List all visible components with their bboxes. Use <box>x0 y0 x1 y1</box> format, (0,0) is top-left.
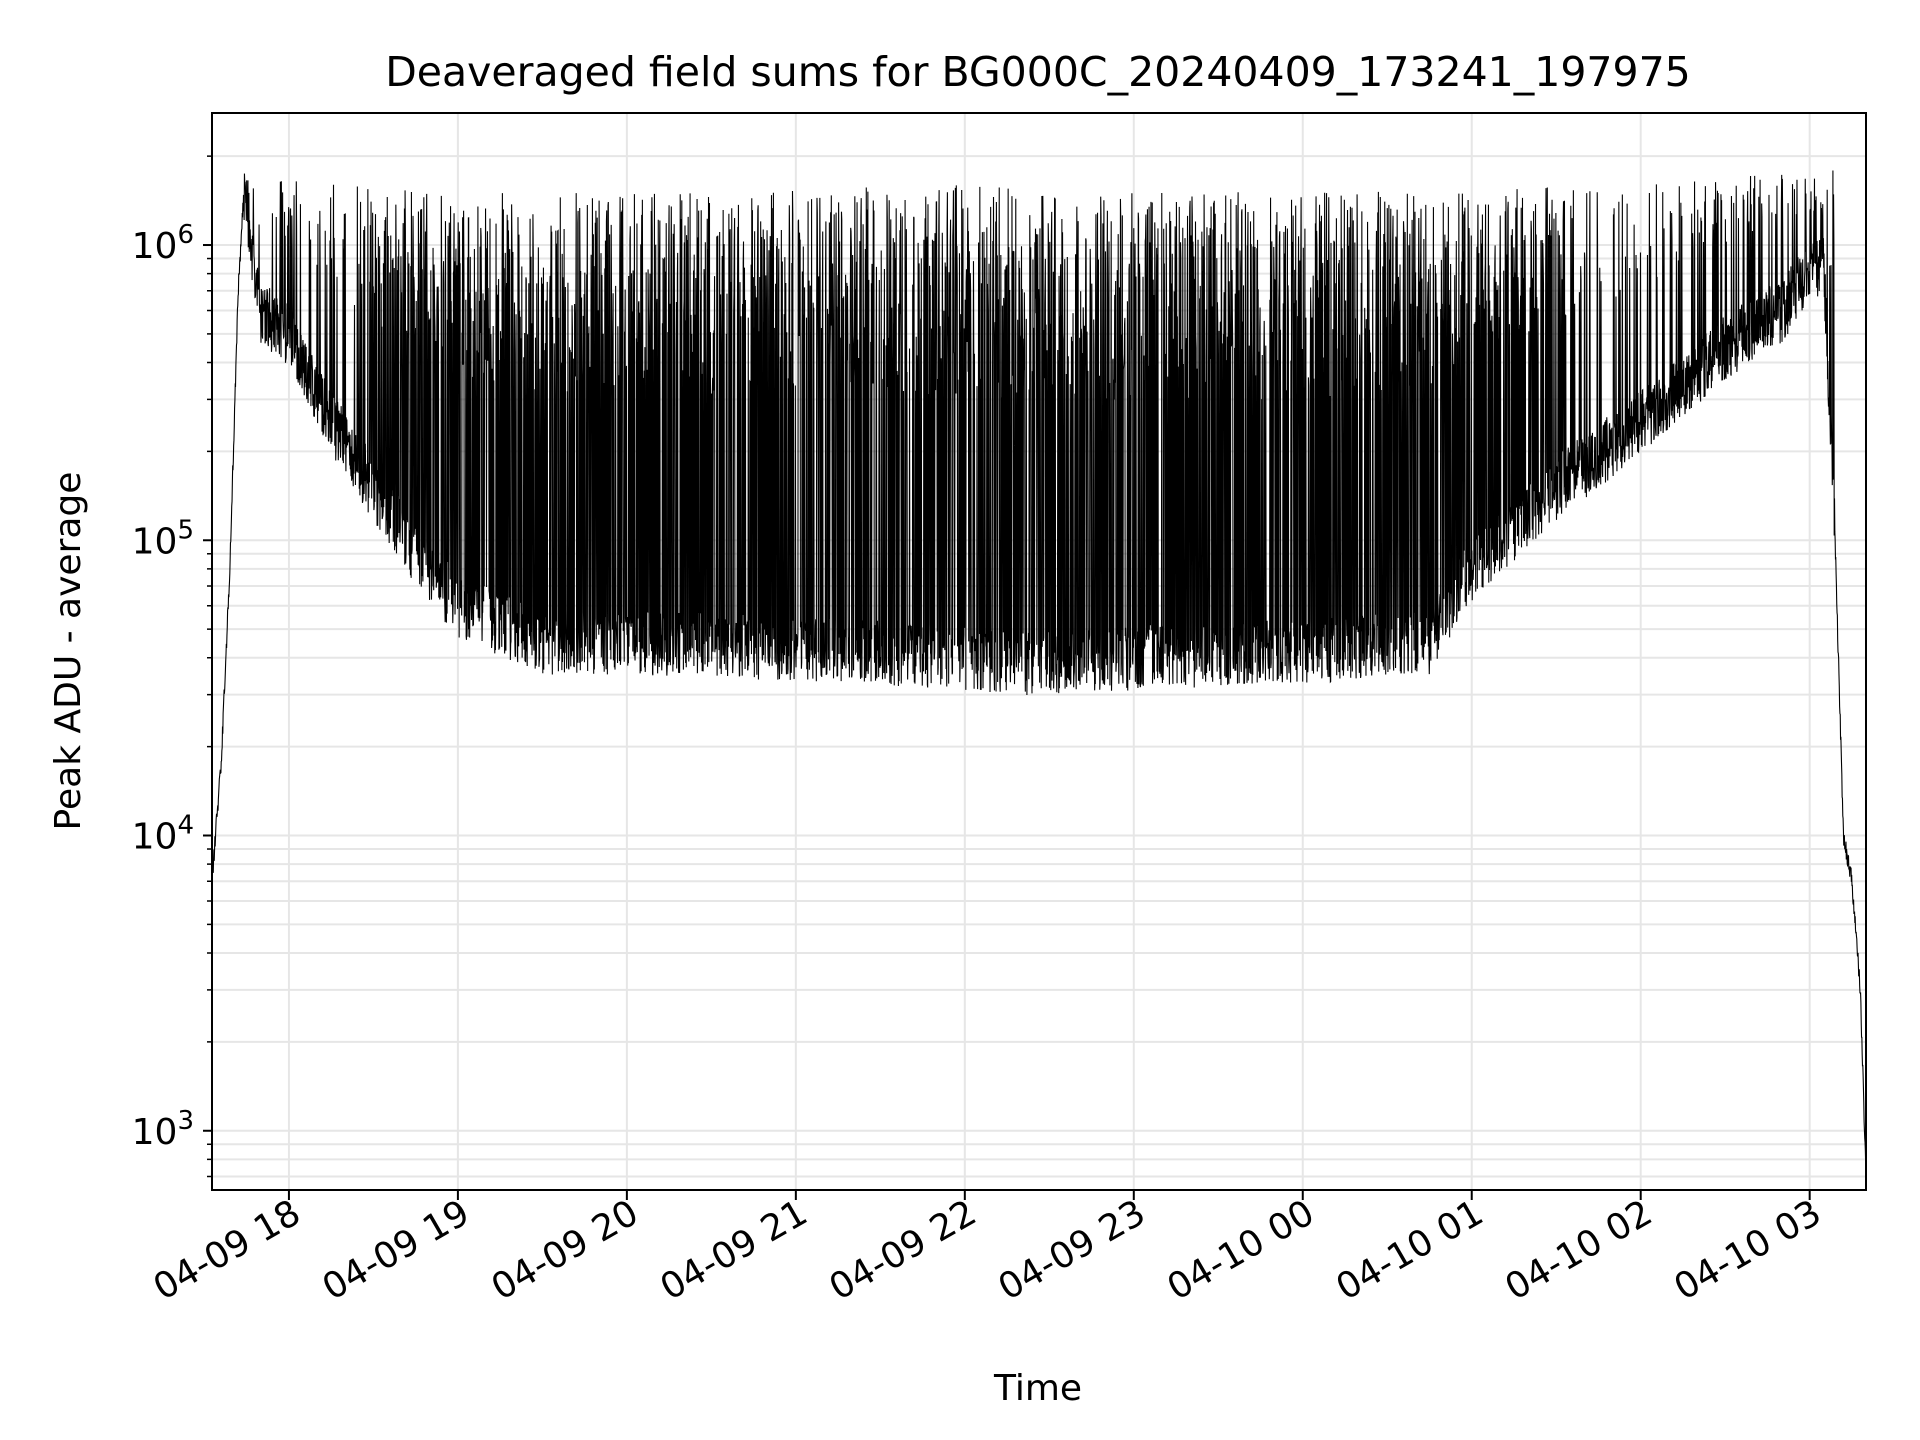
series-path <box>211 170 1867 1177</box>
y-tick-base: 10 <box>132 521 178 562</box>
plot-frame <box>211 112 1867 1191</box>
y-tick-label: 104 <box>132 811 194 858</box>
y-axis-label: Peak ADU - average <box>48 472 89 831</box>
y-tick-exponent: 3 <box>177 1106 194 1136</box>
chart-title: Deaveraged field sums for BG000C_2024040… <box>385 48 1691 96</box>
y-tick-exponent: 4 <box>177 811 194 841</box>
y-tick-label: 103 <box>132 1106 194 1153</box>
y-tick-exponent: 5 <box>177 515 194 545</box>
x-axis-label: Time <box>993 1368 1082 1409</box>
y-tick-base: 10 <box>132 1112 178 1153</box>
y-tick-base: 10 <box>132 226 178 267</box>
y-tick-exponent: 6 <box>177 220 194 250</box>
y-tick-label: 106 <box>132 220 194 267</box>
series-line <box>211 170 1867 1177</box>
y-tick-base: 10 <box>132 817 178 858</box>
y-tick-label: 105 <box>132 515 194 562</box>
